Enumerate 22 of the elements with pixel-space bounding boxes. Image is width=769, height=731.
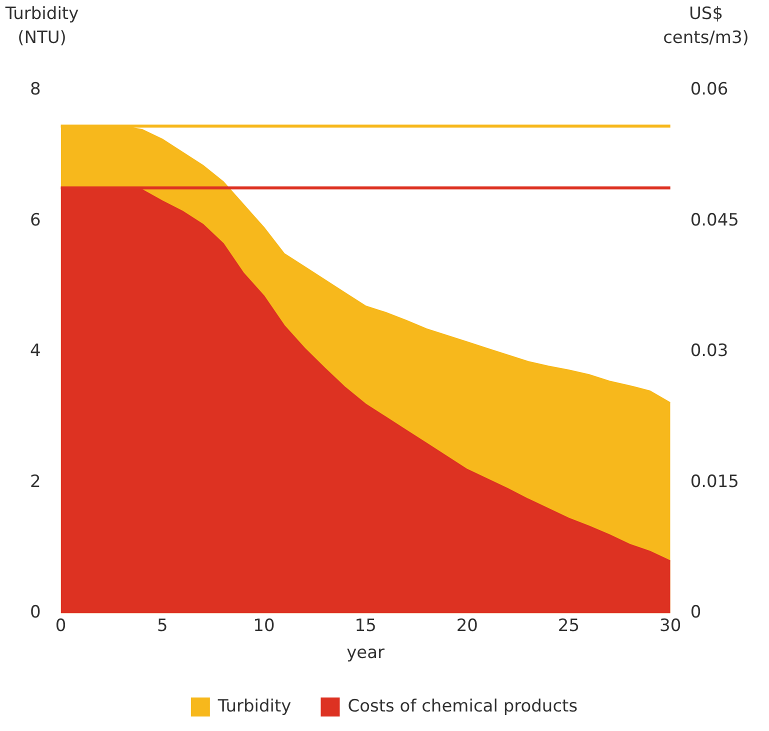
y-tick-label: 0 (30, 602, 41, 623)
x-tick-label: 30 (660, 616, 682, 636)
x-axis-title: year (346, 643, 385, 664)
x-tick-label: 5 (156, 616, 168, 636)
x-tick-label: 0 (55, 616, 66, 636)
y2-tick-label: 0.015 (690, 472, 740, 492)
x-tick-label: 15 (354, 616, 376, 636)
y-tick-label: 4 (30, 341, 41, 362)
legend-label: Costs of chemical products (348, 696, 578, 716)
y2-tick-label: 0.06 (690, 80, 728, 100)
y2-tick-label: 0.045 (690, 210, 740, 230)
x-tick-label: 25 (558, 616, 580, 636)
y2-tick-label: 0.03 (690, 341, 728, 362)
y-tick-label: 6 (30, 210, 41, 230)
y2-tick-label: 0 (690, 602, 702, 623)
x-tick-label: 20 (456, 616, 478, 636)
y-tick-label: 8 (30, 80, 41, 100)
y-axis-title: Turbidity (NTU) (4, 3, 80, 50)
x-tick-label: 10 (253, 616, 275, 636)
y-tick-label: 2 (30, 472, 41, 492)
y2-axis-title: US$ cents/m3) (662, 3, 750, 50)
legend-label: Turbidity (216, 696, 292, 716)
